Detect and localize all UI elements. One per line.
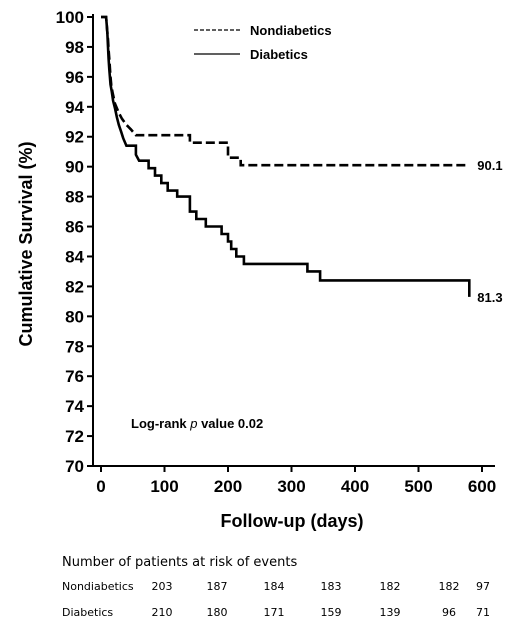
x-axis-title: Follow-up (days) — [221, 511, 364, 531]
y-tick-label: 86 — [65, 218, 84, 237]
y-tick-label: 92 — [65, 128, 84, 147]
x-tick-label: 500 — [404, 477, 432, 496]
risk-row-diabetics: Diabetics 210 180 171 159 139 96 71 — [62, 606, 512, 632]
risk-table-rows: Nondiabetics 203 187 184 183 182 182 97 Diabetic… — [62, 580, 512, 632]
x-tick-label: 0 — [96, 477, 105, 496]
y-tick-label: 78 — [65, 337, 84, 356]
y-tick-label: 90 — [65, 158, 84, 177]
y-tick-label: 98 — [65, 38, 84, 57]
risk-cell: 180 — [206, 606, 228, 619]
y-tick-label: 94 — [65, 98, 84, 117]
y-tick-label: 72 — [65, 427, 84, 446]
y-tick-label: 76 — [65, 367, 84, 386]
x-tick-label: 100 — [150, 477, 178, 496]
risk-cell: 97 — [476, 580, 490, 593]
risk-cell: 71 — [476, 606, 490, 619]
x-tick-label: 400 — [341, 477, 369, 496]
risk-cell: 139 — [379, 606, 401, 619]
risk-cell: 96 — [442, 606, 456, 619]
risk-cell: 187 — [206, 580, 228, 593]
risk-row-label: Nondiabetics — [62, 580, 134, 593]
risk-cell: 184 — [263, 580, 285, 593]
risk-cell: 203 — [151, 580, 173, 593]
risk-cell: 182 — [379, 580, 401, 593]
series-line-nondiabetics — [101, 15, 470, 167]
risk-cell: 171 — [263, 606, 285, 619]
survival-chart: 70 72 74 76 78 80 82 84 86 88 90 92 94 96 98 100 0 100 200… — [16, 8, 503, 531]
x-tick-label: 300 — [277, 477, 305, 496]
series-end-label-diabetics: 81.3 — [477, 290, 502, 305]
risk-row-nondiabetics: Nondiabetics 203 187 184 183 182 182 97 — [62, 580, 512, 606]
y-tick-label: 88 — [65, 188, 84, 207]
y-axis-title: Cumulative Survival (%) — [16, 141, 36, 346]
risk-row-label: Diabetics — [62, 606, 114, 619]
x-tick-label: 600 — [468, 477, 496, 496]
risk-table: Number of patients at risk of events Non… — [62, 555, 512, 632]
series-line-diabetics — [101, 15, 471, 297]
plot-area: 70 72 74 76 78 80 82 84 86 88 90 92 94 96 98 100 0 100 200… — [56, 8, 503, 496]
y-tick-label: 80 — [65, 307, 84, 326]
risk-cell: 182 — [438, 580, 460, 593]
legend-label-nondiabetics: Nondiabetics — [250, 23, 332, 38]
risk-cell: 183 — [320, 580, 342, 593]
series-end-label-nondiabetics: 90.1 — [477, 158, 502, 173]
risk-table-title: Number of patients at risk of events — [62, 555, 298, 570]
y-tick-label: 96 — [65, 68, 84, 87]
y-tick-label: 82 — [65, 277, 84, 296]
y-tick-label: 100 — [56, 8, 84, 27]
y-tick-label: 70 — [65, 457, 84, 476]
x-tick-label: 200 — [214, 477, 242, 496]
legend-label-diabetics: Diabetics — [250, 47, 308, 62]
risk-cell: 159 — [320, 606, 342, 619]
y-tick-label: 84 — [65, 247, 84, 266]
log-rank-annotation: Log-rank p value 0.02 — [131, 416, 263, 431]
y-tick-label: 74 — [65, 397, 84, 416]
risk-cell: 210 — [151, 606, 173, 619]
